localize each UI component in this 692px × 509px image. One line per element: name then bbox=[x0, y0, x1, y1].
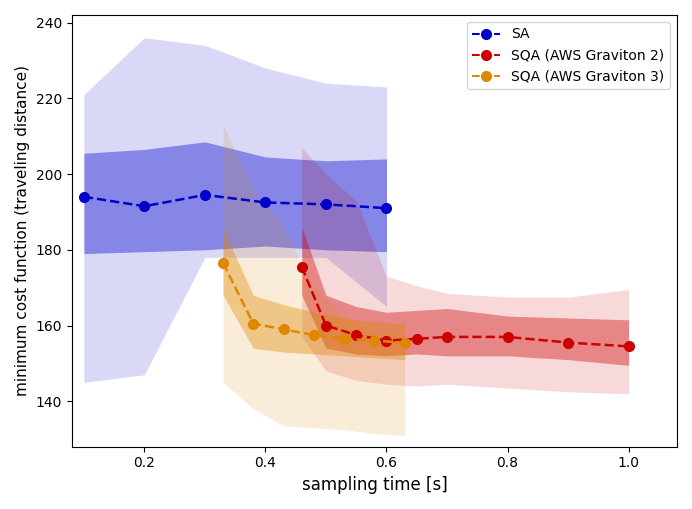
Y-axis label: minimum cost function (traveling distance): minimum cost function (traveling distanc… bbox=[15, 65, 30, 397]
Legend: SA, SQA (AWS Graviton 2), SQA (AWS Graviton 3): SA, SQA (AWS Graviton 2), SQA (AWS Gravi… bbox=[467, 22, 670, 89]
X-axis label: sampling time [s]: sampling time [s] bbox=[302, 476, 447, 494]
